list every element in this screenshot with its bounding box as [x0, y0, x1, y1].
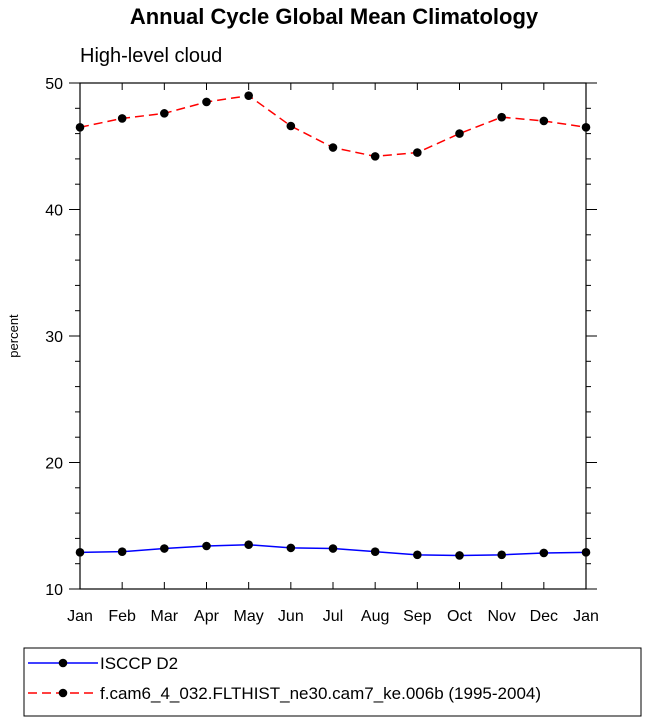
- data-point: [286, 121, 296, 131]
- x-tick-label: Mar: [151, 608, 179, 625]
- data-point: [202, 97, 211, 107]
- series-lines: [79, 94, 587, 557]
- x-tick-label: Jan: [67, 608, 93, 625]
- axis-ticks: [69, 82, 597, 590]
- legend-label-2: f.cam6_4_032.FLTHIST_ne30.cam7_ke.006b (…: [100, 684, 541, 703]
- data-point: [75, 548, 85, 557]
- plot-frame: [79, 82, 587, 590]
- legend-box: [23, 647, 642, 717]
- data-point: [370, 152, 380, 161]
- chart-subtitle: High-level cloud: [80, 45, 222, 67]
- plot-border: [79, 82, 587, 590]
- x-tick-label: Nov: [487, 608, 515, 625]
- legend-marker-2: [58, 688, 68, 698]
- data-point: [413, 550, 422, 560]
- data-point: [117, 547, 127, 556]
- axis-tick-labels: Jan Feb Mar Apr May Jun Jul Aug Sep Oct Nov Dec Jan1…: [45, 76, 599, 625]
- data-point: [370, 547, 380, 556]
- data-point: [581, 122, 591, 132]
- data-point: [202, 541, 211, 551]
- data-point: [455, 129, 464, 138]
- y-tick-label: 20: [45, 456, 63, 473]
- series-markers: [75, 91, 591, 560]
- data-point: [244, 91, 253, 100]
- legend-label-1: ISCCP D2: [100, 654, 178, 673]
- x-tick-label: Sep: [403, 608, 432, 625]
- legend-marker-1: [58, 658, 68, 668]
- data-point: [160, 109, 169, 118]
- x-tick-label: Dec: [530, 608, 558, 625]
- data-point: [539, 548, 549, 558]
- data-point: [328, 544, 338, 553]
- x-tick-label: Aug: [361, 608, 389, 625]
- data-point: [497, 550, 506, 560]
- x-tick-label: Jan: [573, 608, 599, 625]
- y-tick-label: 30: [45, 329, 63, 346]
- y-axis-label: percent: [6, 314, 21, 358]
- x-tick-label: May: [234, 608, 264, 625]
- data-point: [581, 548, 591, 557]
- x-tick-label: Oct: [447, 608, 472, 625]
- x-tick-label: Jun: [278, 608, 304, 625]
- data-point: [539, 116, 549, 126]
- data-point: [497, 112, 506, 122]
- data-point: [286, 543, 296, 553]
- data-point: [328, 143, 338, 152]
- data-point: [75, 122, 85, 132]
- data-point: [117, 114, 127, 123]
- data-point: [244, 540, 253, 550]
- data-point: [455, 551, 464, 560]
- legend: ISCCP D2 f.cam6_4_032.FLTHIST_ne30.cam7_k…: [23, 647, 642, 717]
- data-point: [413, 148, 422, 157]
- data-point: [160, 544, 169, 553]
- y-tick-label: 10: [45, 582, 63, 599]
- chart-title: Annual Cycle Global Mean Climatology: [130, 4, 539, 29]
- y-tick-label: 50: [45, 76, 63, 93]
- y-tick-label: 40: [45, 203, 63, 220]
- x-tick-label: Jul: [323, 608, 343, 625]
- x-tick-label: Apr: [194, 608, 220, 625]
- x-tick-label: Feb: [108, 608, 136, 625]
